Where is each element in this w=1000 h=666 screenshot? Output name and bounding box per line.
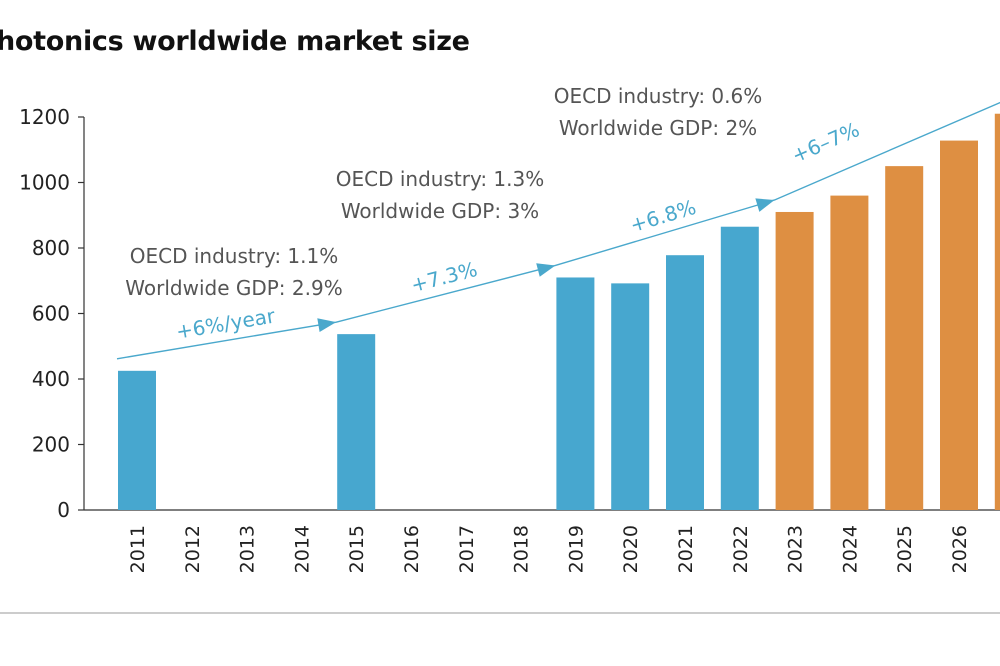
x-tick-label: 2013 bbox=[237, 525, 259, 573]
y-tick-label: 1200 bbox=[19, 105, 70, 129]
x-tick-label: 2021 bbox=[675, 525, 697, 573]
growth-label: +7.3% bbox=[408, 257, 479, 297]
y-tick-label: 800 bbox=[32, 236, 70, 260]
x-tick-label: 2024 bbox=[839, 525, 861, 573]
trend-line bbox=[116, 101, 1000, 360]
x-tick-label: 2014 bbox=[291, 525, 313, 573]
bar bbox=[940, 140, 978, 510]
bar bbox=[118, 370, 156, 510]
bar bbox=[885, 166, 924, 510]
annotation-line: OECD industry: 1.3% bbox=[336, 167, 544, 191]
x-tick-label: 2015 bbox=[346, 525, 368, 573]
y-tick-label: 0 bbox=[57, 498, 70, 522]
growth-label: +6.8% bbox=[627, 195, 699, 237]
annotation-line: OECD industry: 1.1% bbox=[130, 244, 338, 268]
trend-arrowhead bbox=[755, 198, 775, 212]
y-tick-label: 1000 bbox=[19, 171, 70, 195]
bar-partial bbox=[994, 113, 1000, 510]
x-tick-label: 2012 bbox=[182, 525, 204, 573]
x-tick-label: 2011 bbox=[127, 525, 149, 573]
x-tick-label: 2018 bbox=[511, 525, 533, 573]
y-tick-label: 200 bbox=[32, 433, 70, 457]
growth-label: +6–7% bbox=[788, 117, 863, 167]
chart-title: hotonics worldwide market size bbox=[0, 26, 470, 57]
annotation-line: OECD industry: 0.6% bbox=[554, 84, 762, 108]
y-tick-label: 600 bbox=[32, 302, 70, 326]
trend-path bbox=[116, 101, 1000, 360]
x-tick-label: 2020 bbox=[620, 525, 642, 573]
bar bbox=[556, 277, 595, 510]
trend-arrowhead bbox=[317, 318, 337, 333]
annotation-line: Worldwide GDP: 3% bbox=[341, 199, 539, 223]
x-tick-label: 2017 bbox=[456, 525, 478, 573]
bar bbox=[830, 195, 869, 510]
x-tick-label: 2016 bbox=[401, 525, 423, 573]
x-tick-label: 2022 bbox=[730, 525, 752, 573]
trend-arrowhead bbox=[536, 263, 556, 277]
x-tick-label: 2019 bbox=[565, 525, 587, 573]
growth-label: +6%/year bbox=[174, 303, 277, 343]
annotation-line: Worldwide GDP: 2.9% bbox=[125, 276, 342, 300]
bar bbox=[666, 255, 704, 510]
x-tick-label: 2025 bbox=[894, 525, 916, 573]
bar bbox=[775, 211, 814, 510]
annotation-line: Worldwide GDP: 2% bbox=[559, 116, 757, 140]
y-tick-label: 400 bbox=[32, 367, 70, 391]
bar bbox=[337, 334, 376, 510]
bar bbox=[720, 226, 759, 510]
x-tick-label: 2023 bbox=[785, 525, 807, 573]
bar bbox=[611, 283, 650, 510]
chart-labels: 0 200 400 600 800 1000 1200 2011 2012 2013 2014 201… bbox=[19, 84, 971, 573]
chart-bars bbox=[118, 113, 1000, 510]
x-tick-label: 2026 bbox=[949, 525, 971, 573]
